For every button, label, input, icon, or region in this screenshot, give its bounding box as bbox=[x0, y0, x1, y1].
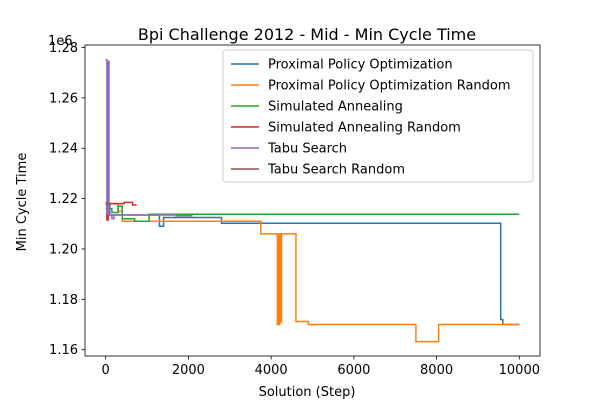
x-tick-label: 6000 bbox=[337, 363, 370, 378]
x-tick-label: 8000 bbox=[420, 363, 453, 378]
legend-label: Simulated Annealing bbox=[268, 100, 403, 115]
legend: Proximal Policy Optimization Proximal Pol… bbox=[222, 49, 534, 183]
x-tick-label: 0 bbox=[102, 363, 110, 378]
series-line-1 bbox=[105, 204, 520, 326]
chart-title: Bpi Challenge 2012 - Mid - Min Cycle Tim… bbox=[138, 25, 476, 44]
legend-box bbox=[222, 49, 534, 183]
y-axis-label: Min Cycle Time bbox=[15, 153, 30, 252]
y-tick-label: 1.26 bbox=[49, 91, 78, 106]
series-layer bbox=[105, 58, 520, 343]
plot-frame bbox=[84, 44, 541, 357]
series-line-5 bbox=[105, 58, 193, 220]
legend-label: Tabu Search bbox=[267, 142, 347, 157]
legend-label: Simulated Annealing Random bbox=[268, 121, 461, 136]
legend-label: Proximal Policy Optimization bbox=[268, 58, 453, 73]
x-tick-label: 4000 bbox=[255, 363, 288, 378]
series-line-2 bbox=[105, 202, 520, 343]
legend-label: Proximal Policy Optimization Random bbox=[268, 79, 511, 94]
y-tick-label: 1.28 bbox=[49, 41, 78, 56]
x-tick-label: 10000 bbox=[499, 363, 540, 378]
y-tick-label: 1.16 bbox=[49, 343, 78, 358]
y-tick-label: 1.20 bbox=[49, 242, 78, 257]
y-tick-label: 1.24 bbox=[49, 142, 78, 157]
y-offset-label: 1e6 bbox=[48, 34, 73, 49]
y-tick-label: 1.22 bbox=[49, 192, 78, 207]
series-line-3 bbox=[105, 205, 520, 223]
legend-label: Tabu Search Random bbox=[267, 163, 405, 178]
axes-layer: 0 2000 4000 6000 8000 10000 1.16 1.18 1.20 1.22 1.… bbox=[49, 41, 541, 378]
y-tick-label: 1.18 bbox=[49, 293, 78, 308]
x-axis-label: Solution (Step) bbox=[259, 385, 356, 400]
x-tick-label: 2000 bbox=[172, 363, 205, 378]
